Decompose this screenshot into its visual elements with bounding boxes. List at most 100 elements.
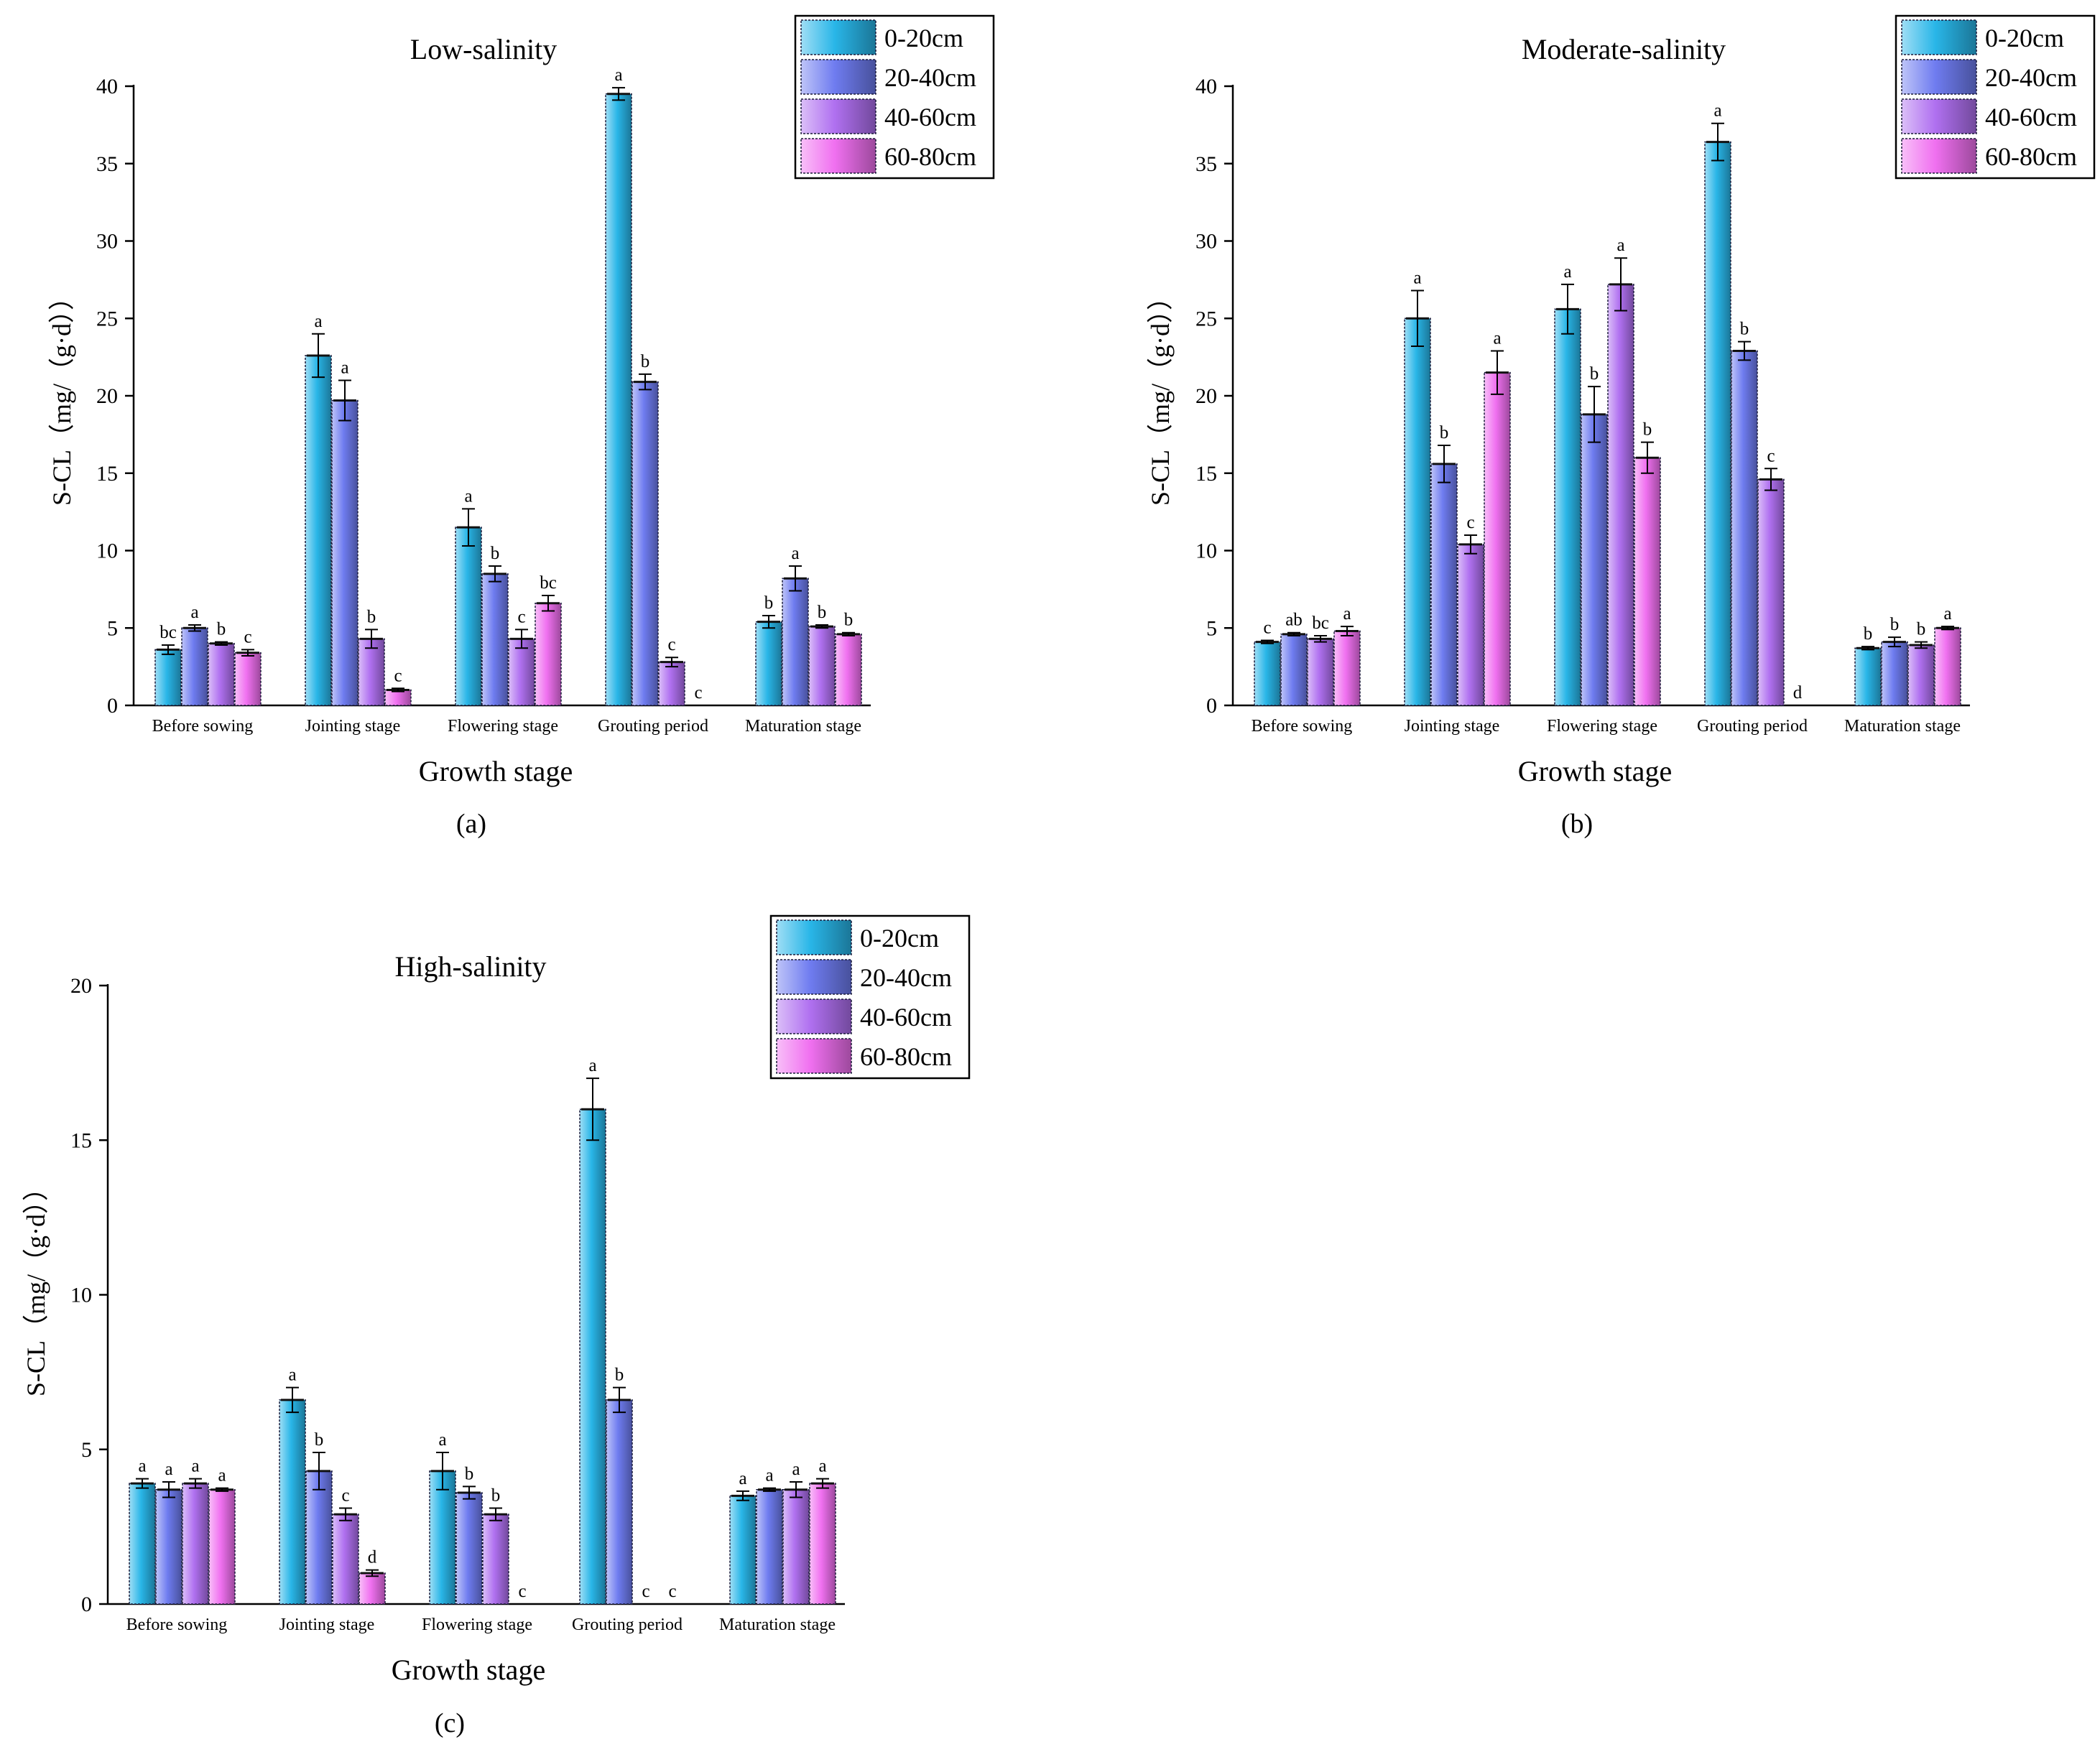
panel-label: (c) — [435, 1708, 465, 1738]
bar-60-80cm — [809, 1483, 836, 1605]
significance-letter: a — [438, 1430, 446, 1450]
x-tick-label: Jointing stage — [305, 717, 401, 736]
bar-60-80cm — [835, 634, 862, 706]
bar-40-60cm — [658, 661, 685, 706]
x-axis-label: Growth stage — [1518, 755, 1672, 787]
legend-swatch — [1901, 98, 1977, 134]
significance-letter: b — [1917, 620, 1926, 639]
bar-20-40cm — [606, 1399, 633, 1605]
legend-label: 20-40cm — [1985, 63, 2077, 92]
bar-20-40cm — [1430, 463, 1458, 706]
bar-0-20cm — [455, 527, 482, 706]
legend: 0-20cm 20-40cm 40-60cm 60-80cm — [769, 914, 971, 1080]
significance-letter: b — [1864, 624, 1873, 644]
significance-letter: c — [1466, 513, 1474, 532]
significance-letter: c — [667, 635, 675, 654]
panel-label: (a) — [456, 809, 486, 839]
significance-letter: a — [1616, 236, 1624, 255]
y-tick-label: 5 — [1206, 616, 1217, 640]
significance-letter: a — [138, 1457, 146, 1476]
y-tick-label: 15 — [96, 462, 118, 486]
significance-letter: a — [218, 1466, 226, 1486]
significance-letter: c — [694, 683, 702, 703]
bar-40-60cm — [332, 1514, 359, 1605]
significance-letter: a — [165, 1460, 172, 1479]
bar-20-40cm — [181, 627, 208, 706]
bar-40-60cm — [1457, 544, 1484, 706]
legend: 0-20cm 20-40cm 40-60cm 60-80cm — [794, 14, 995, 180]
bar-20-40cm — [1280, 634, 1308, 706]
significance-letter: b — [367, 607, 376, 626]
y-tick-label: 15 — [1195, 462, 1217, 486]
chart-title: High-salinity — [394, 950, 546, 983]
y-tick-label: 15 — [70, 1128, 92, 1152]
y-tick-label: 25 — [96, 307, 118, 330]
significance-letter: bc — [159, 623, 177, 642]
x-tick-label: Grouting period — [572, 1616, 683, 1634]
significance-letter: d — [1793, 683, 1803, 703]
legend-label: 0-20cm — [884, 24, 963, 52]
bar-20-40cm — [1881, 641, 1908, 706]
panel-moderate-salinity: Moderate-salinity S-CL（mg/（g·d）） Growth … — [1146, 14, 2096, 839]
significance-letter: b — [641, 352, 650, 371]
bar-60-80cm — [1934, 627, 1961, 706]
bar-40-60cm — [1757, 478, 1785, 706]
x-tick-label: Grouting period — [1697, 717, 1808, 736]
x-tick-label: Before sowing — [126, 1616, 228, 1634]
y-tick-label: 20 — [96, 384, 118, 408]
y-tick-label: 5 — [81, 1438, 92, 1462]
bar-0-20cm — [429, 1470, 456, 1605]
y-tick-label: 25 — [1195, 307, 1217, 330]
significance-letter: b — [1590, 364, 1599, 384]
y-tick-label: 40 — [1195, 75, 1217, 98]
significance-letter: b — [615, 1366, 624, 1385]
bar-20-40cm — [305, 1470, 333, 1605]
x-tick-label: Maturation stage — [719, 1616, 836, 1634]
significance-letter: c — [668, 1582, 676, 1601]
significance-letter: b — [1890, 615, 1900, 634]
significance-letter: b — [315, 1430, 324, 1450]
significance-letter: a — [614, 65, 622, 85]
y-tick-label: 10 — [1195, 539, 1217, 563]
bar-0-20cm — [154, 649, 182, 706]
bar-20-40cm — [155, 1488, 182, 1605]
significance-letter: a — [1413, 268, 1421, 287]
x-tick-label: Before sowing — [1252, 717, 1353, 736]
bar-0-20cm — [129, 1483, 156, 1605]
x-tick-label: Maturation stage — [745, 717, 861, 736]
x-tick-label: Flowering stage — [448, 717, 558, 736]
panel-high-salinity: High-salinity S-CL（mg/（g·d）） Growth stag… — [22, 914, 971, 1738]
y-tick-label: 0 — [1206, 694, 1217, 718]
significance-letter: b — [217, 620, 226, 639]
legend-label: 0-20cm — [1985, 24, 2064, 52]
significance-letter: a — [818, 1457, 826, 1476]
bar-40-60cm — [808, 626, 836, 706]
significance-letter: a — [1493, 329, 1501, 348]
bar-0-20cm — [1704, 141, 1731, 706]
significance-letter: c — [518, 1582, 526, 1601]
significance-letter: c — [1767, 446, 1775, 465]
bar-60-80cm — [208, 1488, 236, 1605]
bar-0-20cm — [755, 621, 782, 706]
bar-20-40cm — [756, 1488, 783, 1605]
legend-label: 20-40cm — [860, 963, 952, 992]
bar-0-20cm — [305, 355, 332, 706]
significance-letter: b — [1440, 423, 1449, 442]
significance-letter: a — [288, 1366, 296, 1385]
bar-60-80cm — [1333, 630, 1361, 706]
y-tick-label: 40 — [96, 75, 118, 98]
bar-60-80cm — [1484, 371, 1511, 706]
significance-letter: ab — [1285, 611, 1303, 630]
legend-label: 40-60cm — [884, 103, 976, 131]
legend-label: 60-80cm — [884, 142, 976, 171]
x-axis-label: Growth stage — [419, 755, 573, 787]
significance-letter: c — [394, 666, 402, 685]
significance-letter: a — [464, 486, 472, 506]
significance-letter: c — [642, 1582, 649, 1601]
significance-letter: a — [190, 603, 198, 622]
significance-letter: a — [1563, 262, 1571, 282]
chart-title: Moderate-salinity — [1522, 33, 1726, 65]
bar-0-20cm — [1554, 308, 1581, 706]
bar-40-60cm — [182, 1483, 209, 1605]
